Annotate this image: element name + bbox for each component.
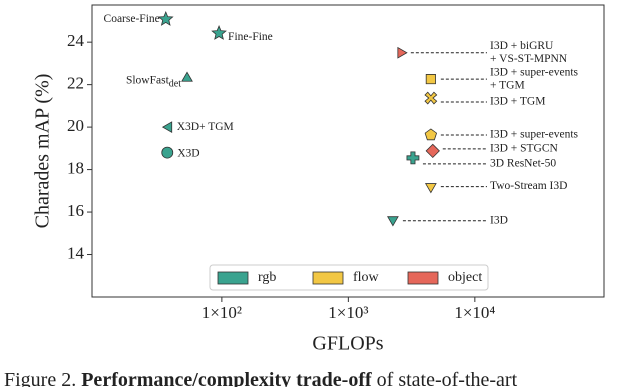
point-label: Coarse-Fine (104, 13, 160, 25)
point-label: + VS-ST-MPNN (490, 53, 568, 65)
point-label: I3D + super-events (490, 129, 579, 141)
marker (161, 121, 173, 133)
caption-rest: of state-of-the-art (377, 369, 518, 387)
marker (161, 146, 174, 159)
marker (406, 151, 420, 165)
point-label: Two-Stream I3D (490, 180, 567, 192)
point-label-sub: det (169, 79, 181, 90)
legend-label: object (448, 270, 482, 285)
point-label: SlowFastdet (126, 74, 181, 90)
point-label: + TGM (490, 79, 525, 91)
marker (424, 128, 438, 141)
caption-prefix: Figure 2. (4, 369, 76, 387)
point-label: I3D + super-events (490, 66, 579, 78)
legend-box (209, 264, 489, 291)
caption: Figure 2. Performance/complexity trade-o… (4, 369, 518, 387)
legend-swatch (217, 271, 249, 285)
marker (211, 25, 227, 40)
x-axis-label: GFLOPs (312, 333, 383, 355)
point-label: I3D (490, 214, 508, 226)
legend-label: flow (353, 270, 380, 285)
x-tick-label: 1×10⁴ (454, 303, 495, 322)
point-label: X3D (177, 147, 199, 159)
x-tick-label: 1×10³ (328, 303, 368, 322)
point-label: Fine-Fine (228, 31, 273, 43)
marker (424, 91, 438, 105)
point-label: I3D + STGCN (490, 143, 559, 155)
caption-bold: Performance/complexity trade-off (81, 369, 372, 387)
legend-label: rgb (258, 270, 276, 285)
x-tick-label: 1×10² (202, 303, 242, 322)
y-tick-label: 24 (67, 31, 85, 50)
y-tick-label: 18 (67, 158, 84, 177)
point-label: I3D + biGRU (490, 40, 554, 52)
legend-swatch (312, 271, 344, 285)
point-label: 3D ResNet-50 (490, 158, 556, 170)
point-label-main: Coarse-Fine (104, 13, 160, 25)
y-tick-label: 20 (67, 116, 84, 135)
marker (397, 46, 408, 59)
legend-swatch (407, 271, 439, 285)
marker (424, 183, 437, 194)
y-axis-label: Charades mAP (%) (32, 74, 54, 229)
y-tick-label: 16 (67, 201, 84, 220)
point-label-main: X3D+ TGM (177, 121, 234, 133)
point-label-main: X3D (177, 147, 199, 159)
point-label: X3D+ TGM (177, 121, 234, 133)
marker (425, 143, 440, 159)
y-tick-label: 22 (67, 74, 84, 93)
point-label-main: Fine-Fine (228, 31, 273, 43)
y-tick-label: 14 (67, 243, 85, 262)
marker (181, 71, 193, 82)
marker (387, 216, 399, 227)
point-label: I3D + TGM (490, 96, 545, 108)
marker (425, 74, 436, 85)
marker (157, 10, 174, 26)
point-label-main: SlowFast (126, 74, 170, 86)
